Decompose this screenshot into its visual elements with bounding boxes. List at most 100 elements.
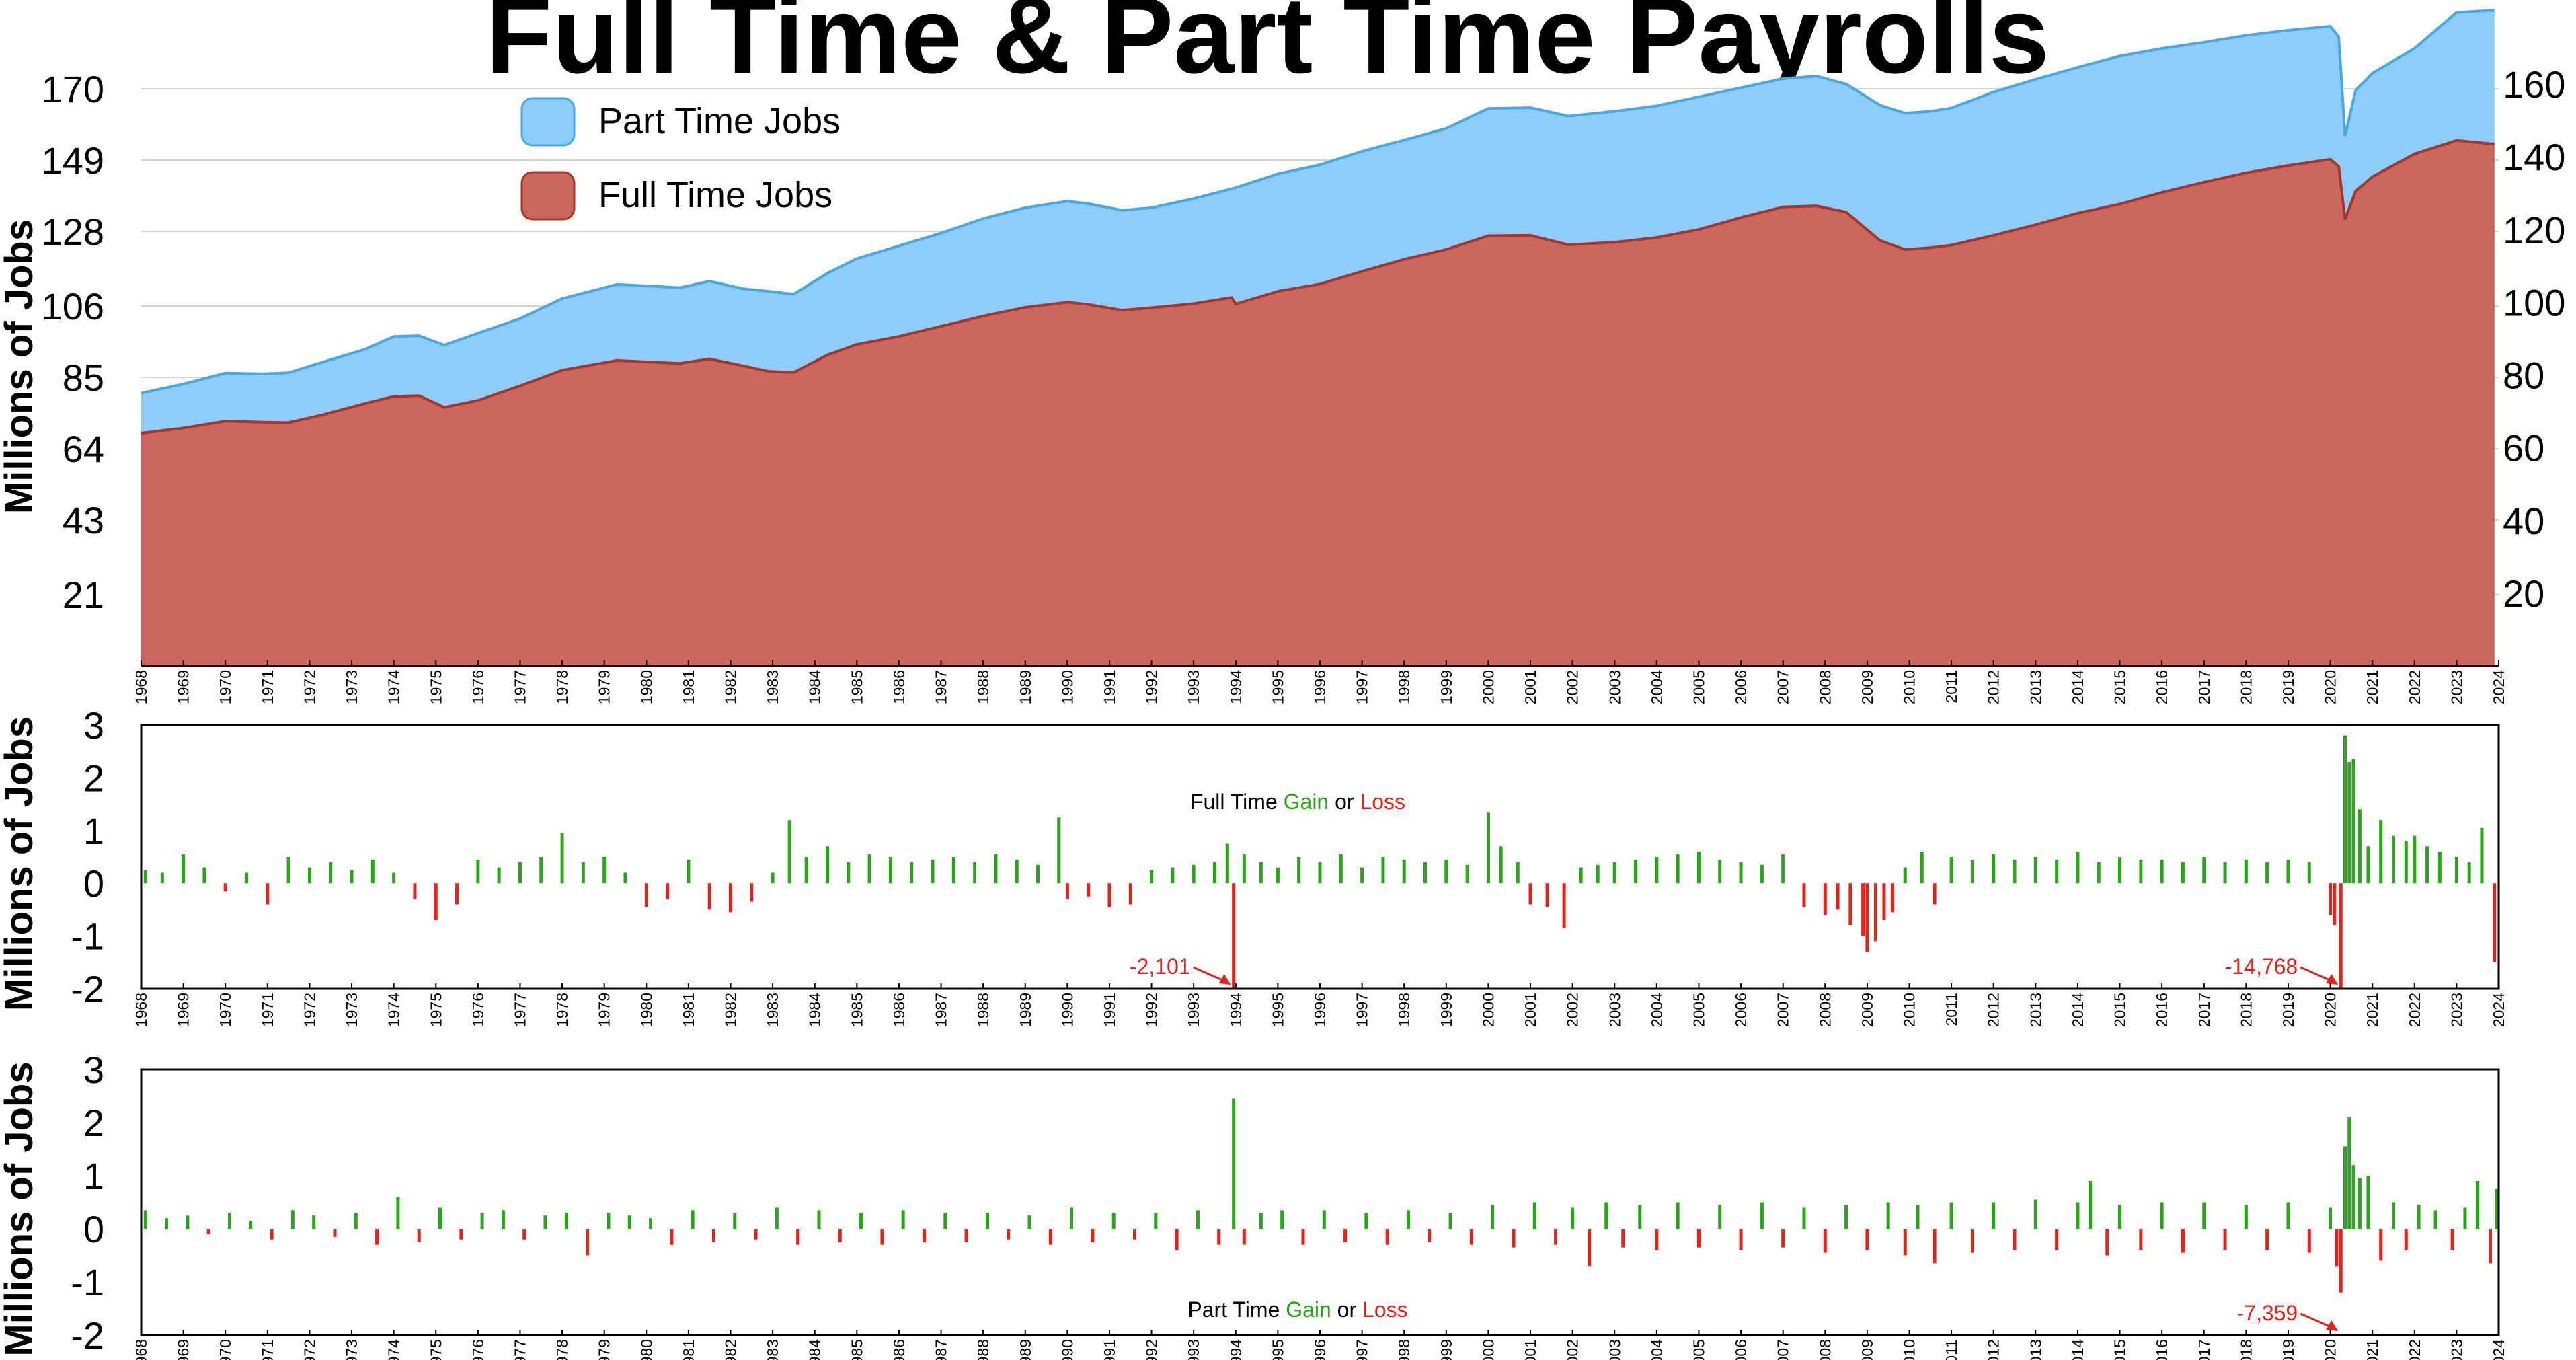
part-time-gain-bar xyxy=(1844,1205,1848,1229)
part-time-annotation-arrowhead xyxy=(2326,1320,2339,1331)
top-x-tick-label: 2015 xyxy=(2111,670,2129,704)
part-time-y-tick-label: 1 xyxy=(83,1155,104,1197)
left-axis-tick-label: 128 xyxy=(42,211,104,253)
full-time-gain-bar xyxy=(518,862,522,884)
top-x-tick-label: 1968 xyxy=(132,670,150,704)
top-x-tick-label: 2001 xyxy=(1522,670,1539,704)
top-x-tick-label: 1999 xyxy=(1438,670,1455,704)
full-time-change-chart: 3 2 1 0 -1 -2 Full Time Gain or Loss -2,101 -14,… xyxy=(0,704,2507,1027)
full-time-gain-bar xyxy=(1949,857,1953,884)
part-time-gain-bar xyxy=(354,1213,358,1229)
part-time-gain-bar xyxy=(1364,1213,1368,1229)
part-time-loss-bar xyxy=(2105,1229,2109,1256)
full-time-gain-bar xyxy=(2181,862,2185,884)
part-time-gain-bar xyxy=(2076,1202,2080,1229)
part-time-y-tick-label: 3 xyxy=(83,1049,104,1091)
part-time-gain-bar xyxy=(1070,1207,1074,1229)
full-time-gain-bar xyxy=(370,859,375,884)
part-time-loss-bar xyxy=(2307,1229,2311,1253)
full-time-x-tick-label: 2003 xyxy=(1606,993,1623,1027)
full-time-loss-bar xyxy=(2333,883,2337,925)
part-time-loss-bar xyxy=(1823,1229,1827,1253)
top-x-tick-label: 2013 xyxy=(2027,670,2044,704)
part-time-loss-bar xyxy=(2055,1229,2059,1250)
part-time-x-tick-label: 1974 xyxy=(385,1339,403,1360)
full-time-y-axis-label: Millions of Jobs xyxy=(0,716,41,1011)
full-time-gain-bar xyxy=(2244,859,2248,884)
part-time-x-tick-label: 1990 xyxy=(1058,1339,1076,1360)
part-time-loss-bar xyxy=(922,1229,926,1242)
top-x-tick-label: 2012 xyxy=(1985,670,2002,704)
part-time-loss-bar xyxy=(459,1229,463,1240)
part-time-loss-bar xyxy=(796,1229,800,1245)
top-x-tick-label: 1976 xyxy=(469,670,487,704)
part-time-x-tick-label: 2021 xyxy=(2364,1339,2381,1360)
part-time-gain-bar xyxy=(2433,1210,2437,1229)
part-time-loss-bar xyxy=(754,1229,758,1240)
part-time-subtitle-part: or xyxy=(1331,1297,1362,1322)
top-x-tick-label: 1997 xyxy=(1354,670,1371,704)
full-time-gain-bar xyxy=(2425,846,2429,884)
part-time-loss-bar xyxy=(711,1229,715,1242)
part-time-x-tick-label: 2002 xyxy=(1564,1339,1582,1360)
top-x-tick-label: 1975 xyxy=(427,670,444,704)
part-time-gain-bar xyxy=(143,1210,147,1229)
full-time-gain-bar xyxy=(1655,857,1659,884)
part-time-gain-bar xyxy=(1992,1202,1996,1229)
full-time-x-tick-label: 1994 xyxy=(1227,993,1245,1027)
part-time-gain-bar xyxy=(1949,1202,1953,1229)
full-time-x-tick-label: 1985 xyxy=(848,993,865,1027)
top-x-tick-label: 2014 xyxy=(2069,670,2086,704)
part-time-loss-bar xyxy=(1007,1229,1011,1240)
part-time-gain-bar xyxy=(775,1207,779,1229)
full-time-x-tick-label: 2019 xyxy=(2279,993,2297,1027)
part-time-gain-bar xyxy=(227,1213,231,1229)
full-time-gain-bar xyxy=(1516,862,1520,884)
left-axis-tick-label: 149 xyxy=(42,139,104,182)
part-time-loss-bar xyxy=(2335,1229,2339,1267)
full-time-gain-bar xyxy=(2076,852,2080,884)
full-time-gain-bar xyxy=(888,857,892,884)
part-time-gain-bar xyxy=(1027,1215,1031,1229)
part-time-x-tick-label: 2022 xyxy=(2406,1339,2423,1360)
full-time-gain-bar xyxy=(1242,854,1246,884)
part-time-x-tick-label: 1977 xyxy=(511,1339,529,1360)
full-time-loss-bar xyxy=(1890,883,1894,913)
full-time-x-tick-label: 1982 xyxy=(722,993,740,1027)
part-time-x-tick-label: 1999 xyxy=(1438,1339,1455,1360)
part-time-loss-bar xyxy=(1696,1229,1701,1248)
right-axis-tick-label: 60 xyxy=(2503,427,2544,469)
full-time-loss-bar xyxy=(1528,883,1532,905)
part-time-gain-bar xyxy=(249,1221,253,1229)
part-time-loss-bar xyxy=(1933,1229,1937,1264)
part-time-x-tick-label: 1970 xyxy=(217,1339,234,1360)
full-time-x-tick-label: 2010 xyxy=(1901,993,1918,1027)
part-time-loss-bar xyxy=(333,1229,337,1237)
top-x-tick-label: 1971 xyxy=(259,670,276,704)
top-x-tick-label: 1970 xyxy=(217,670,234,704)
part-time-loss-bar xyxy=(838,1229,842,1242)
part-time-loss-bar xyxy=(1970,1229,1974,1253)
top-x-tick-label: 1984 xyxy=(806,670,824,704)
part-time-x-tick-label: 1989 xyxy=(1017,1339,1034,1360)
part-time-gain-bar xyxy=(2329,1207,2333,1229)
top-x-tick-label: 1978 xyxy=(553,670,571,704)
part-time-gain-bar xyxy=(2495,1188,2499,1229)
full-time-gain-bar xyxy=(2366,846,2370,884)
part-time-gain-bar xyxy=(1154,1213,1158,1229)
part-time-x-tick-label: 1991 xyxy=(1101,1339,1118,1360)
part-time-loss-bar xyxy=(1903,1229,1907,1256)
part-time-gain-bar xyxy=(1111,1213,1116,1229)
full-time-gain-bar xyxy=(2033,857,2037,884)
full-time-gain-bar xyxy=(2413,835,2417,884)
part-time-gain-bar xyxy=(543,1215,547,1229)
part-time-x-tick-label: 1997 xyxy=(1354,1339,1371,1360)
part-time-y-tick-label: 2 xyxy=(83,1102,104,1144)
full-time-gain-bar xyxy=(2351,759,2355,884)
top-x-tick-label: 2016 xyxy=(2153,670,2171,704)
part-time-x-tick-label: 2006 xyxy=(1732,1339,1750,1360)
part-time-loss-bar xyxy=(1621,1229,1625,1248)
full-time-gain-bar xyxy=(1212,862,1216,884)
full-time-x-tick-label: 2011 xyxy=(1943,993,1960,1026)
full-time-subtitle-part: Loss xyxy=(1360,790,1405,814)
